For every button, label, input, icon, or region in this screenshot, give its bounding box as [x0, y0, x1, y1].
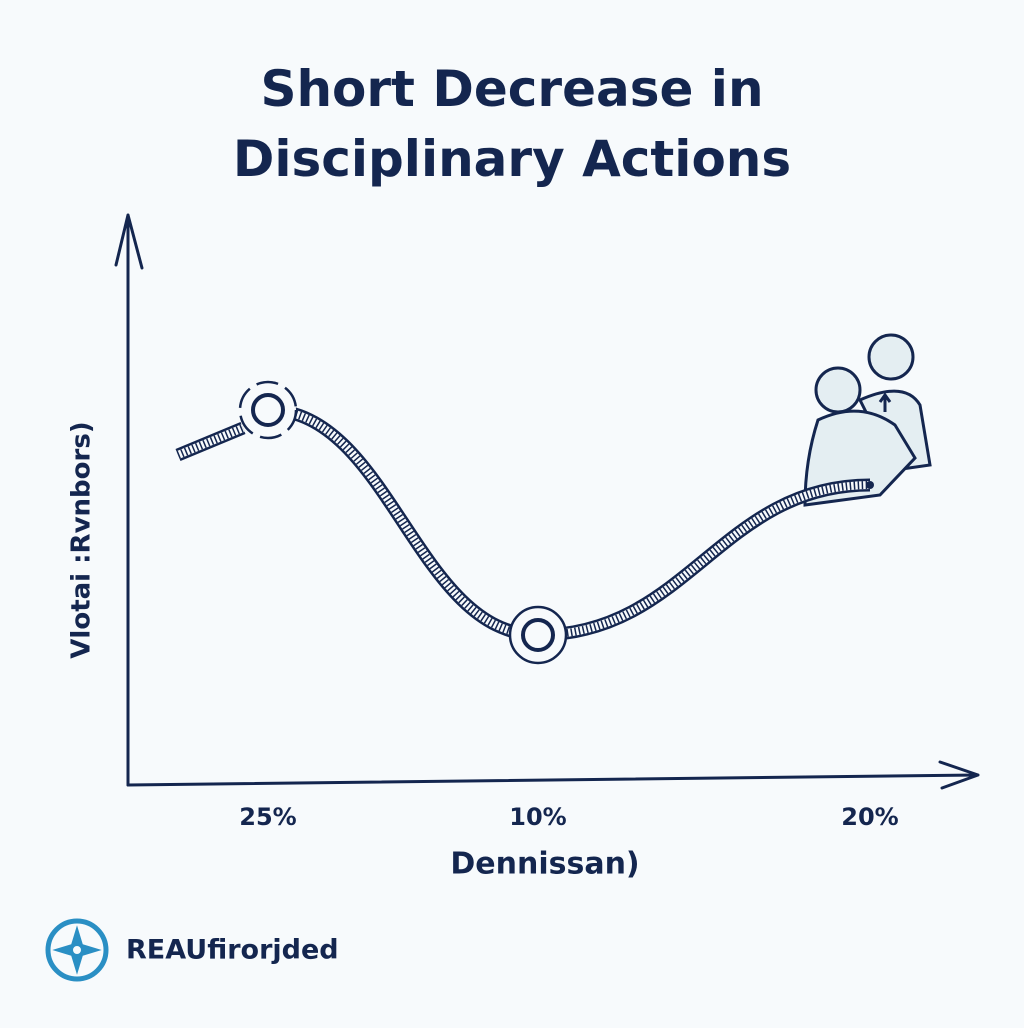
chart-title: Short Decrease in Disciplinary Actions	[233, 60, 791, 188]
data-point	[866, 481, 874, 489]
value-label: 25%	[239, 803, 296, 831]
data-point	[521, 618, 555, 652]
y-axis-label: Vlotai :Rvnbors)	[67, 421, 97, 658]
title-line: Disciplinary Actions	[233, 130, 791, 188]
title-line: Short Decrease in	[260, 60, 763, 118]
axes	[114, 213, 980, 790]
x-axis	[126, 760, 980, 790]
people-icon	[803, 333, 932, 507]
logo-icon	[45, 918, 109, 982]
data-point	[251, 393, 285, 427]
x-axis-label: Dennissan)	[450, 847, 639, 882]
value-label: 10%	[509, 803, 566, 831]
logo-text: REAUfirorjded	[126, 935, 339, 966]
y-axis	[114, 213, 144, 787]
value-label: 20%	[841, 803, 898, 831]
